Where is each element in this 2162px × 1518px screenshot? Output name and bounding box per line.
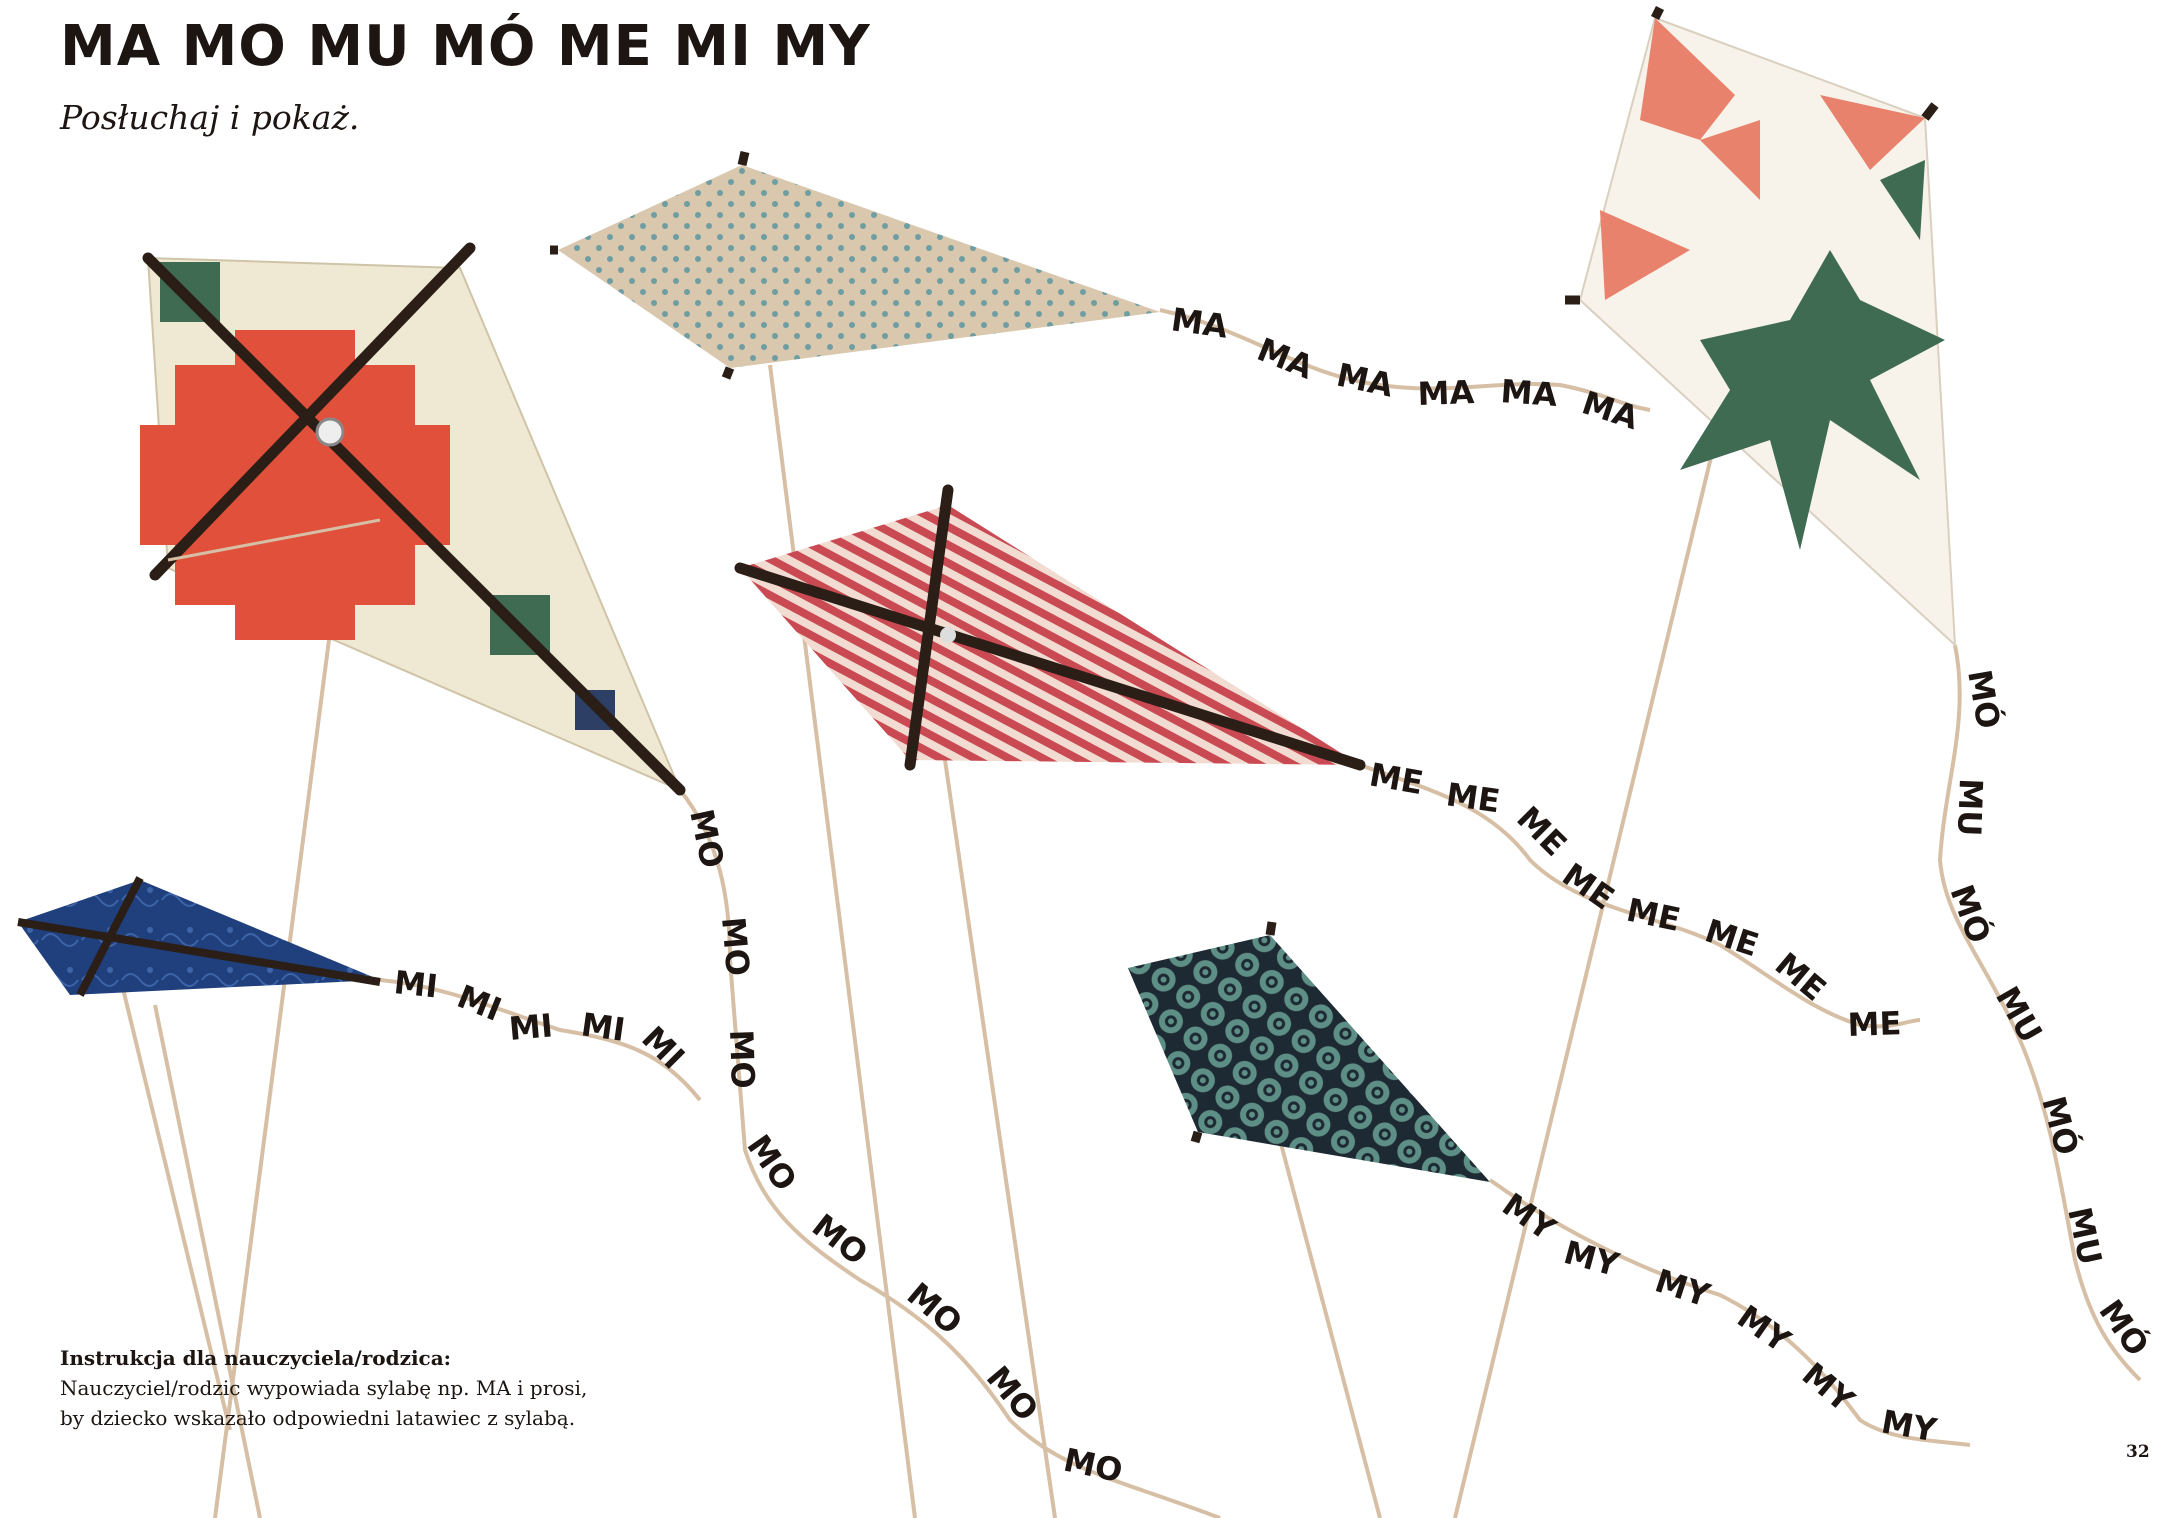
syllable: MI <box>392 963 439 1005</box>
syllable: MA <box>1578 383 1644 437</box>
page-number: 32 <box>2126 1442 2150 1462</box>
syllable: MÓ <box>1960 667 2009 732</box>
syllable: ME <box>1509 799 1574 864</box>
syllable: MA <box>1499 372 1558 414</box>
tail-mo-mu-syllables: MÓ MU MÓ MU MÓ MU MÓ <box>1942 667 2157 1363</box>
syllable: MI <box>452 977 507 1029</box>
tail-mi-syllables: MI MI MI MI MI <box>392 963 692 1076</box>
instruction-text-line-2: by dziecko wskazało odpowiedni latawiec … <box>60 1406 576 1430</box>
kite-star <box>1565 5 1957 648</box>
syllable: MA <box>1417 373 1475 413</box>
syllable: ME <box>1623 891 1683 939</box>
syllable: MI <box>507 1006 554 1048</box>
instruction-heading: Instrukcja dla nauczyciela/rodzica: <box>60 1346 452 1370</box>
syllable: MI <box>634 1019 692 1077</box>
page-title: MA MO MU MÓ ME MI MY <box>60 14 871 79</box>
syllable: ME <box>1768 945 1834 1009</box>
syllable: MÓ <box>2034 1092 2087 1159</box>
syllable: MY <box>1495 1185 1563 1248</box>
kite-striped <box>734 484 1366 771</box>
syllable: ME <box>1367 755 1426 802</box>
tail-me-syllables: ME ME ME ME ME ME ME ME <box>1367 755 1902 1044</box>
syllable: MY <box>1560 1233 1624 1284</box>
syllable: ME <box>1847 1004 1902 1044</box>
syllable: MY <box>1651 1261 1716 1314</box>
syllable: MY <box>1879 1402 1941 1449</box>
syllable: MA <box>1169 300 1231 346</box>
syllable: MA <box>1333 356 1397 405</box>
syllable: MÓ <box>2091 1292 2157 1363</box>
kite-teal <box>1128 921 1490 1182</box>
tail-ma-syllables: MA MA MA MA MA MA <box>1169 300 1643 437</box>
syllable: MO <box>805 1206 875 1272</box>
syllable: MO <box>900 1275 970 1342</box>
syllable: ME <box>1444 775 1502 820</box>
kite-cream-orange <box>140 242 686 796</box>
instruction-text-line-1: Nauczyciel/rodzic wypowiada sylabę np. M… <box>60 1376 588 1400</box>
syllable: MO <box>714 915 757 977</box>
syllable: MO <box>682 806 731 872</box>
syllable: MO <box>722 1029 762 1089</box>
syllable: MU <box>2060 1204 2109 1268</box>
syllable: MO <box>739 1128 804 1198</box>
syllable: MA <box>1252 330 1319 387</box>
page-subtitle: Posłuchaj i pokaż. <box>60 98 360 137</box>
syllable: MÓ <box>1942 879 1999 948</box>
syllable: MI <box>579 1005 628 1049</box>
tail-mo-syllables: MO MO MO MO MO MO MO MO <box>682 806 1126 1490</box>
kite-blue <box>17 876 381 997</box>
kite-tails <box>379 308 2142 1518</box>
syllable: MU <box>1950 778 1990 837</box>
syllable: ME <box>1701 911 1764 964</box>
syllable: MO <box>979 1359 1046 1429</box>
teacher-instruction: Instrukcja dla nauczyciela/rodzica: Nauc… <box>60 1343 620 1433</box>
syllable: MO <box>1060 1441 1126 1490</box>
kite-dotted <box>550 150 1160 380</box>
